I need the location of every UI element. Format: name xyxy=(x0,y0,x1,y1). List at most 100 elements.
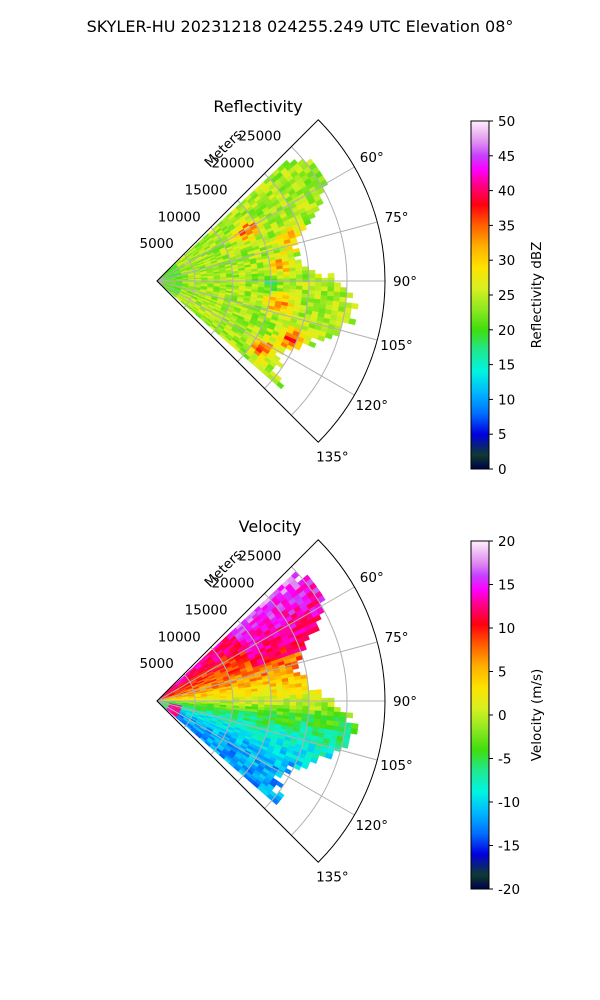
radar-cell xyxy=(289,278,297,283)
azimuth-tick-label: 135° xyxy=(316,869,349,885)
radar-cell xyxy=(327,697,335,703)
radar-cell xyxy=(302,702,310,707)
radar-cell xyxy=(333,291,341,298)
radar-cell xyxy=(264,701,272,706)
azimuth-line xyxy=(156,221,378,282)
radar-cell xyxy=(295,285,303,291)
radar-cell xyxy=(320,290,328,297)
radar-cell xyxy=(314,286,322,292)
radar-cell xyxy=(324,752,333,760)
radar-cell xyxy=(308,710,316,716)
radar-cell xyxy=(314,706,322,712)
colorbar-tick-label: 5 xyxy=(498,427,507,443)
reflectivity-panel: Reflectivity 500010000150002000025000Met… xyxy=(140,97,545,478)
radar-cell xyxy=(293,251,301,258)
radar-cell xyxy=(283,701,291,706)
radar-cell xyxy=(311,205,320,214)
range-tick-label: 25000 xyxy=(238,129,281,145)
radar-cell xyxy=(257,693,265,697)
radar-cell xyxy=(283,705,291,710)
radar-cell xyxy=(340,287,348,293)
azimuth-tick-label: 105° xyxy=(380,758,413,774)
radar-cell xyxy=(226,697,234,700)
radar-cell xyxy=(282,268,290,273)
radar-cell xyxy=(308,706,316,711)
colorbar-label: Velocity (m/s) xyxy=(529,669,545,762)
radar-cell xyxy=(251,693,259,698)
radar-cell xyxy=(308,698,316,703)
radar-cell xyxy=(270,272,278,277)
radar-cell xyxy=(270,695,278,700)
colorbar-tick-label: 50 xyxy=(498,114,515,130)
radar-cell xyxy=(303,219,312,226)
reflectivity-title: Reflectivity xyxy=(213,97,302,116)
radar-cell xyxy=(315,282,322,287)
radar-cell xyxy=(232,277,240,280)
radar-cell xyxy=(339,292,347,298)
radar-cell xyxy=(289,705,297,710)
colorbar-tick-label: -10 xyxy=(498,795,520,811)
radar-cell xyxy=(295,694,303,699)
radar-cell xyxy=(308,290,316,296)
radar-cell xyxy=(276,691,284,696)
radar-cell xyxy=(346,712,354,719)
radar-cell xyxy=(308,341,317,349)
radar-cell xyxy=(289,687,297,692)
radar-cell xyxy=(295,686,303,692)
radar-cell xyxy=(264,281,272,286)
radar-cell xyxy=(321,277,329,283)
radar-cell xyxy=(302,278,310,283)
radar-cell xyxy=(289,274,297,279)
figure-suptitle: SKYLER-HU 20231218 024255.249 UTC Elevat… xyxy=(87,17,514,36)
radar-cell xyxy=(277,701,284,706)
radar-cell xyxy=(308,702,316,707)
colorbar-tick-label: 10 xyxy=(498,621,515,637)
radar-cell xyxy=(282,688,290,693)
radar-cell xyxy=(302,698,310,703)
radar-cell xyxy=(321,286,329,292)
radar-cell xyxy=(239,276,246,280)
radar-cell xyxy=(308,273,316,279)
radar-cell xyxy=(350,728,358,735)
radar-cell xyxy=(283,281,291,286)
radar-cell xyxy=(314,290,322,296)
colorbar-tick-label: 45 xyxy=(498,149,515,165)
radar-cell xyxy=(295,690,303,696)
radar-cell xyxy=(295,270,303,276)
radar-cell xyxy=(302,690,310,695)
radar-cell xyxy=(333,286,341,293)
radar-cell xyxy=(239,696,246,700)
radar-cell xyxy=(351,303,359,310)
colorbar-tick-label: -20 xyxy=(498,882,520,898)
radar-cell xyxy=(289,271,297,276)
range-tick-label: 15000 xyxy=(185,182,228,198)
radar-cell xyxy=(283,278,291,283)
azimuth-line xyxy=(156,280,355,396)
radar-cell xyxy=(339,712,347,718)
colorbar-tick-label: 0 xyxy=(498,462,507,478)
radar-cell xyxy=(283,274,291,279)
radar-cell xyxy=(327,273,335,279)
radar-cell xyxy=(308,689,316,695)
radar-cell xyxy=(289,267,297,272)
azimuth-tick-label: 135° xyxy=(316,449,349,465)
radar-cell xyxy=(258,701,265,705)
radar-cell xyxy=(314,693,322,699)
radar-cell xyxy=(321,706,329,712)
azimuth-tick-label: 90° xyxy=(393,274,417,290)
range-tick-label: 20000 xyxy=(212,156,255,172)
radar-cell xyxy=(333,711,341,718)
radar-cell xyxy=(277,698,284,703)
radar-cell xyxy=(327,286,335,293)
azimuth-line xyxy=(156,586,355,702)
radar-cell xyxy=(296,698,303,703)
radar-cell xyxy=(251,701,259,705)
range-tick-label: 15000 xyxy=(185,602,228,618)
radar-cell xyxy=(270,278,278,283)
radar-cell xyxy=(334,282,341,288)
radar-cell xyxy=(270,701,278,706)
radar-cell xyxy=(327,282,335,288)
